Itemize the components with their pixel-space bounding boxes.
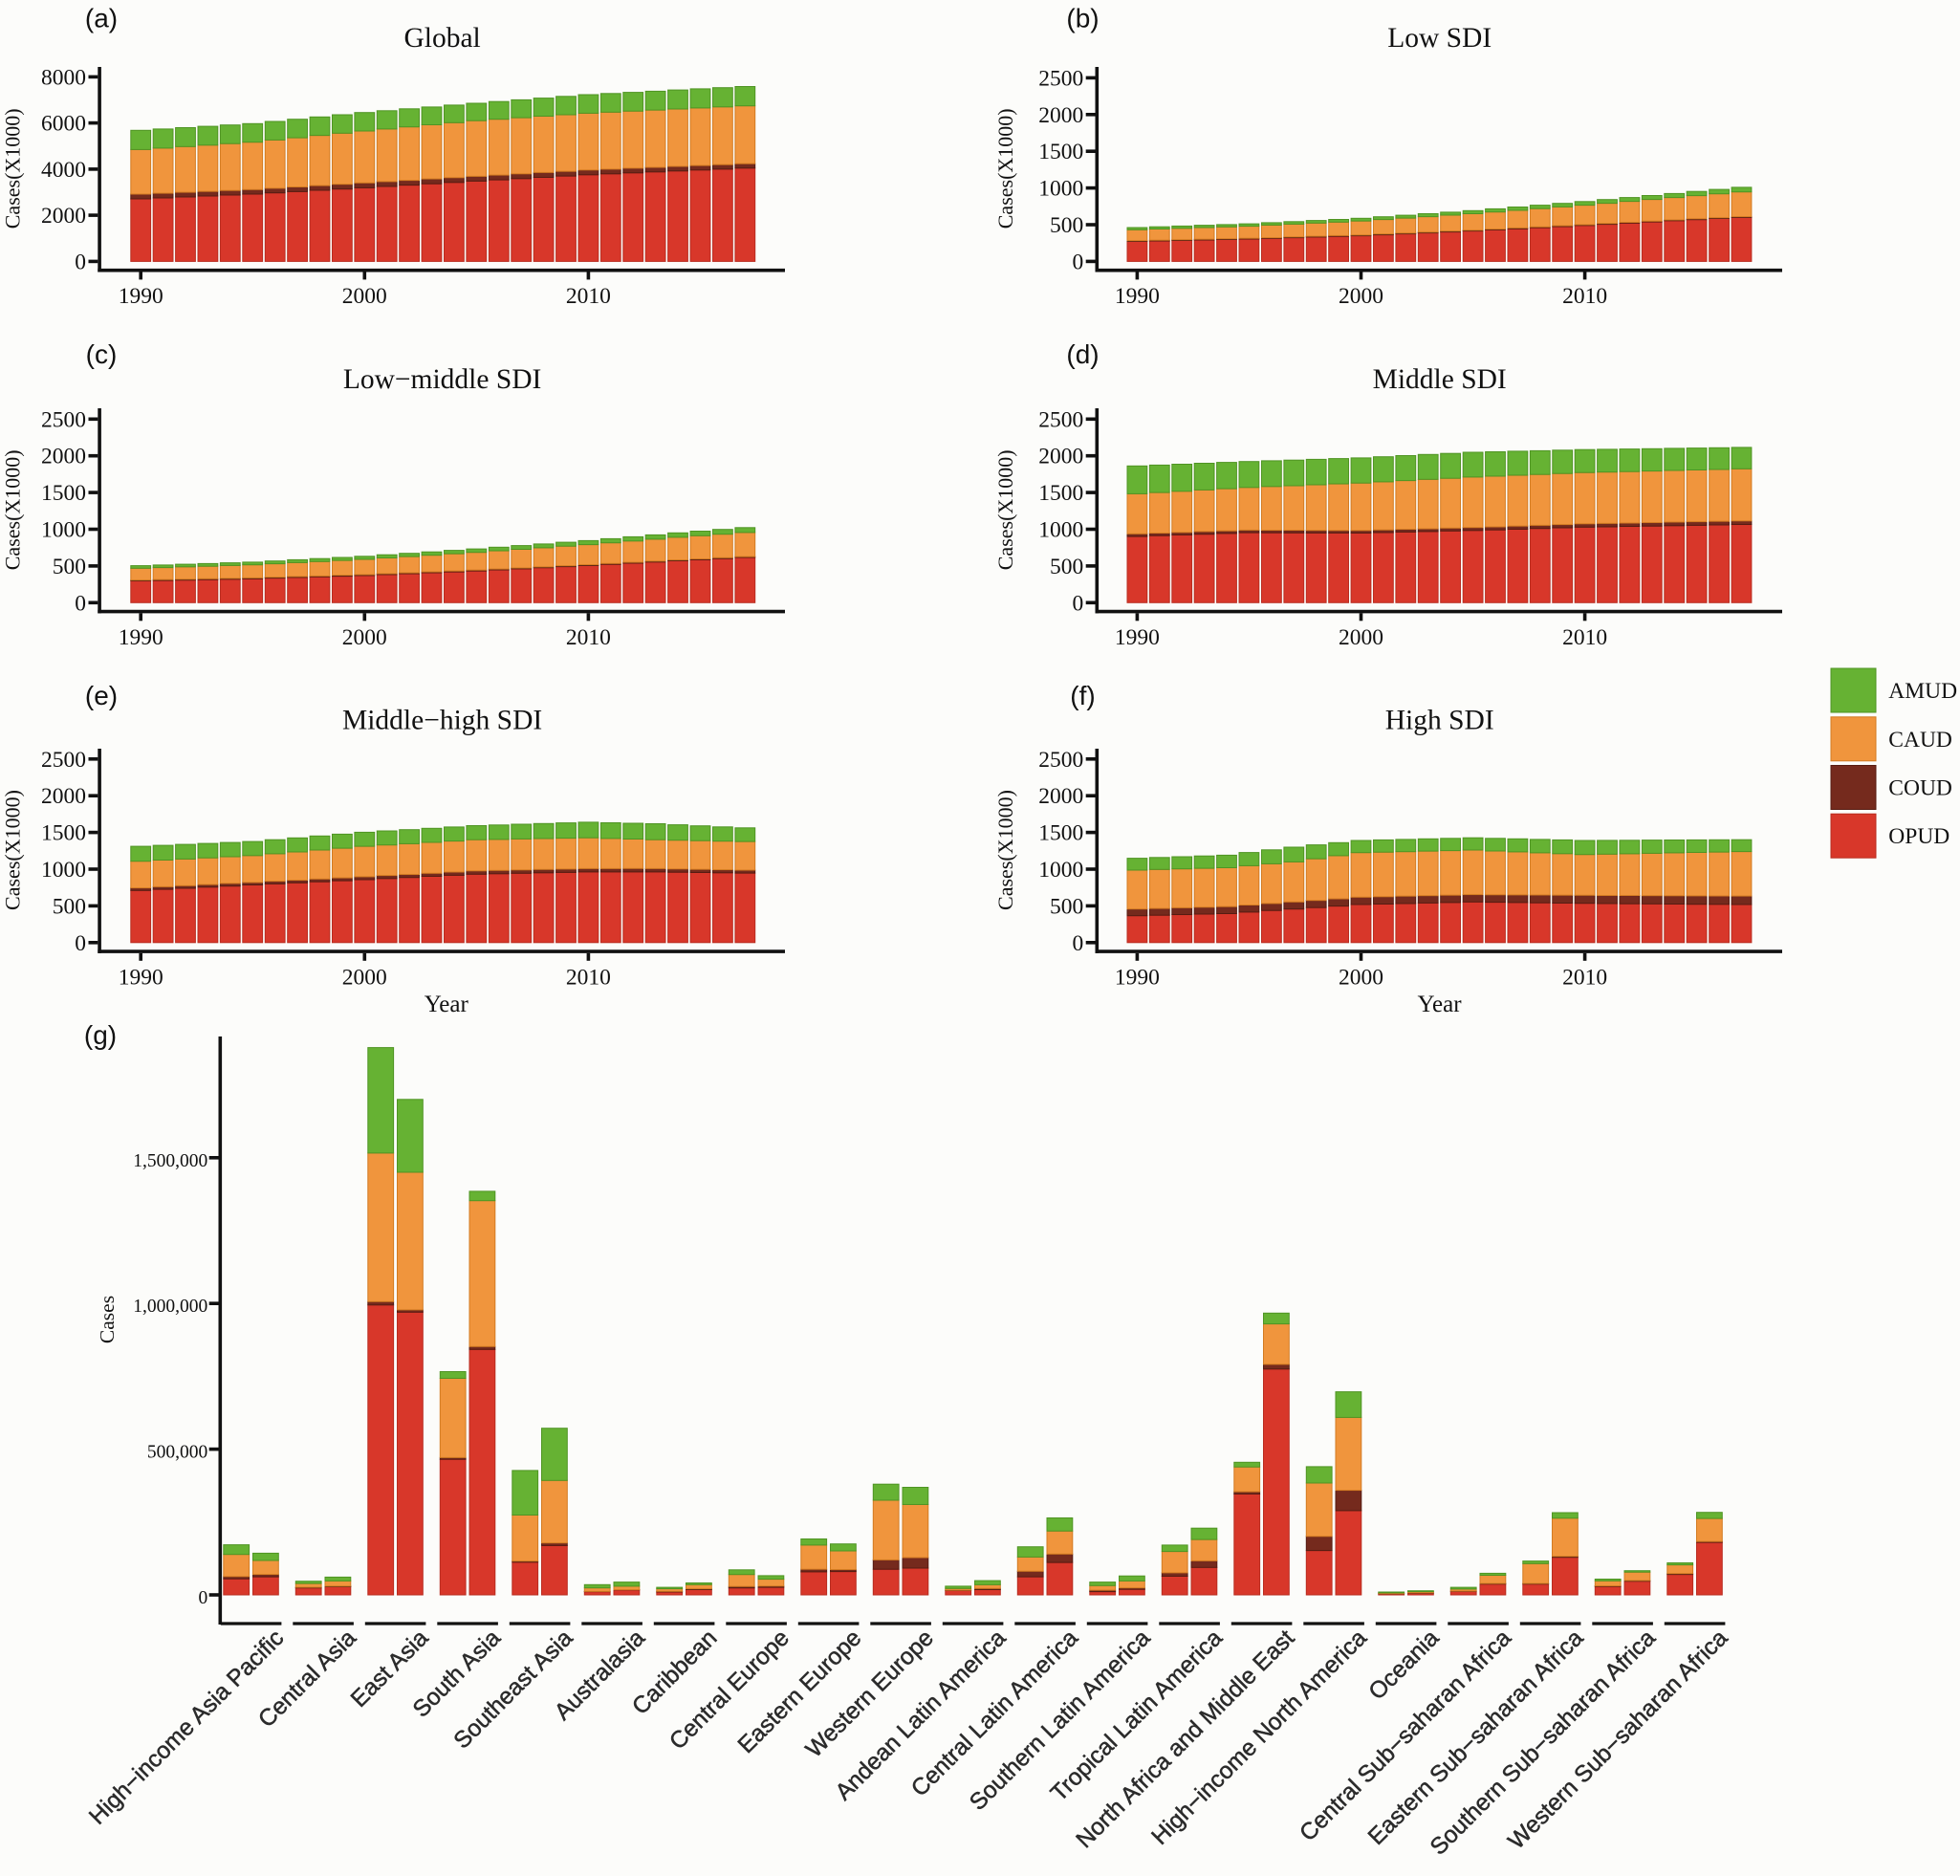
svg-text:2500: 2500: [1038, 407, 1083, 432]
svg-text:0: 0: [75, 931, 86, 956]
svg-text:1500: 1500: [1038, 140, 1083, 164]
svg-text:1000: 1000: [1038, 858, 1083, 883]
svg-text:1990: 1990: [1115, 625, 1160, 650]
svg-text:1000: 1000: [1038, 177, 1083, 202]
svg-text:CAUD: CAUD: [1888, 728, 1952, 753]
svg-text:1000: 1000: [41, 518, 86, 543]
svg-text:1500: 1500: [41, 821, 86, 846]
svg-text:1000: 1000: [41, 858, 86, 883]
svg-text:2000: 2000: [41, 784, 86, 809]
svg-text:(d): (d): [1066, 339, 1099, 369]
svg-text:AMUD: AMUD: [1888, 679, 1957, 704]
svg-text:1500: 1500: [1038, 821, 1083, 846]
svg-text:Cases(X1000): Cases(X1000): [993, 449, 1017, 570]
svg-text:(a): (a): [85, 4, 118, 33]
svg-text:2000: 2000: [342, 965, 387, 990]
svg-text:Cases(X1000): Cases(X1000): [993, 790, 1017, 910]
svg-text:Middle SDI: Middle SDI: [1373, 364, 1507, 395]
svg-text:OPUD: OPUD: [1888, 824, 1949, 849]
svg-text:1990: 1990: [1115, 284, 1160, 309]
svg-text:2500: 2500: [1038, 748, 1083, 773]
svg-text:2010: 2010: [1562, 284, 1607, 309]
svg-text:1500: 1500: [1038, 481, 1083, 506]
svg-text:(g): (g): [84, 1020, 117, 1050]
svg-text:2010: 2010: [1562, 965, 1607, 990]
svg-text:2500: 2500: [1038, 66, 1083, 91]
svg-text:1990: 1990: [119, 965, 163, 990]
svg-text:1,500,000: 1,500,000: [133, 1151, 207, 1171]
svg-text:0: 0: [1072, 931, 1083, 956]
svg-text:Cases(X1000): Cases(X1000): [1, 790, 25, 910]
svg-text:Year: Year: [1417, 992, 1462, 1017]
svg-text:2000: 2000: [1038, 103, 1083, 128]
svg-text:2000: 2000: [41, 204, 86, 229]
svg-text:2010: 2010: [566, 965, 611, 990]
svg-text:High SDI: High SDI: [1385, 705, 1494, 735]
svg-text:(e): (e): [85, 681, 118, 710]
svg-text:2000: 2000: [1339, 625, 1383, 650]
svg-text:2000: 2000: [342, 625, 387, 650]
svg-text:COUD: COUD: [1888, 776, 1952, 801]
svg-text:2010: 2010: [566, 284, 611, 309]
svg-text:1,000,000: 1,000,000: [133, 1297, 207, 1317]
svg-text:2000: 2000: [41, 445, 86, 469]
svg-text:(b): (b): [1066, 4, 1099, 33]
svg-text:2000: 2000: [1038, 445, 1083, 469]
svg-text:2000: 2000: [342, 284, 387, 309]
svg-text:2500: 2500: [41, 407, 86, 432]
svg-text:500: 500: [53, 894, 86, 919]
svg-text:2000: 2000: [1339, 284, 1383, 309]
svg-text:0: 0: [1072, 591, 1083, 616]
svg-text:0: 0: [75, 250, 86, 274]
svg-text:2500: 2500: [41, 748, 86, 773]
svg-text:1990: 1990: [1115, 965, 1160, 990]
svg-text:(c): (c): [86, 339, 118, 369]
svg-text:Cases(X1000): Cases(X1000): [1, 449, 25, 570]
svg-text:Cases(X1000): Cases(X1000): [993, 108, 1017, 229]
svg-text:2010: 2010: [566, 625, 611, 650]
svg-text:500: 500: [1050, 213, 1083, 238]
svg-text:0: 0: [198, 1588, 207, 1608]
svg-text:Low−middle SDI: Low−middle SDI: [343, 364, 542, 395]
svg-text:2010: 2010: [1562, 625, 1607, 650]
svg-text:1990: 1990: [119, 625, 163, 650]
svg-text:6000: 6000: [41, 112, 86, 137]
svg-text:2000: 2000: [1339, 965, 1383, 990]
svg-text:Cases: Cases: [96, 1296, 119, 1343]
svg-text:Year: Year: [425, 992, 469, 1017]
svg-text:500: 500: [1050, 555, 1083, 579]
svg-text:1000: 1000: [1038, 518, 1083, 543]
svg-text:Global: Global: [403, 23, 480, 54]
svg-text:Low SDI: Low SDI: [1387, 23, 1492, 54]
svg-text:0: 0: [75, 591, 86, 616]
svg-text:1990: 1990: [119, 284, 163, 309]
svg-text:(f): (f): [1070, 681, 1095, 710]
svg-text:2000: 2000: [1038, 784, 1083, 809]
svg-text:500: 500: [53, 555, 86, 579]
svg-text:Cases(X1000): Cases(X1000): [1, 108, 25, 229]
svg-text:Middle−high SDI: Middle−high SDI: [342, 705, 542, 735]
svg-text:0: 0: [1072, 250, 1083, 274]
svg-text:4000: 4000: [41, 158, 86, 183]
svg-text:8000: 8000: [41, 65, 86, 90]
svg-text:1500: 1500: [41, 481, 86, 506]
svg-text:500,000: 500,000: [147, 1443, 207, 1463]
svg-text:500: 500: [1050, 894, 1083, 919]
